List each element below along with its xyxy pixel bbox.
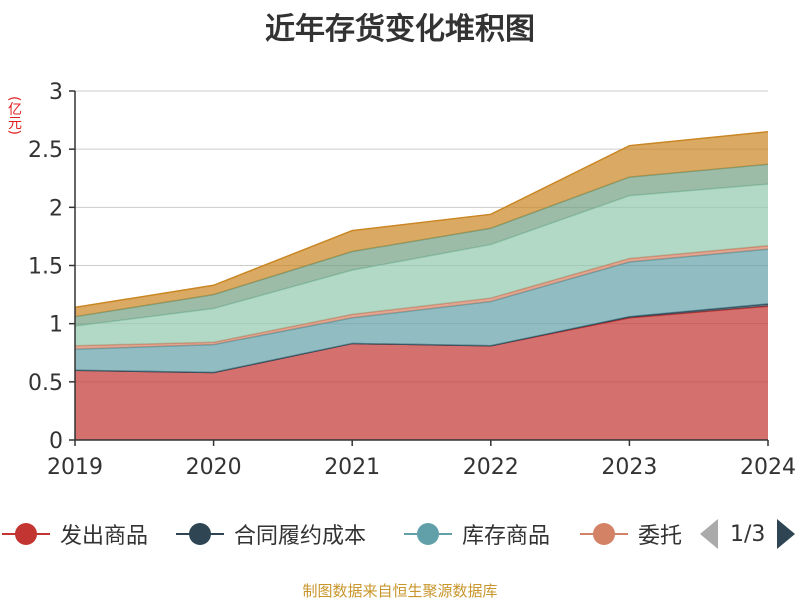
area-line-周转材料: [74, 130, 769, 309]
x-tick-label: 2023: [601, 455, 657, 480]
legend-item-委托[interactable]: 委托: [580, 516, 682, 552]
legend-item-库存商品[interactable]: 库存商品: [404, 516, 550, 552]
y-tick-label: 2: [49, 196, 63, 221]
y-axis-unit-label: (亿元): [6, 96, 22, 135]
legend-swatch-icon: [176, 516, 224, 552]
legend-pager: 1/3: [700, 516, 796, 552]
legend-swatch-icon: [404, 516, 452, 552]
y-tick-label: 0.5: [28, 371, 63, 396]
legend-label: 库存商品: [462, 524, 551, 549]
area-series-委托加工物资[interactable]: [75, 245, 768, 350]
y-tick-label: 3: [49, 80, 63, 105]
data-source-note: 制图数据来自恒生聚源数据库: [302, 582, 498, 600]
legend-label: 发出商品: [60, 524, 149, 549]
legend-label: 委托: [638, 524, 683, 549]
legend-swatch-icon: [580, 516, 628, 552]
legend: 发出商品 合同履约成本 库存商品 委托: [0, 516, 800, 552]
y-tick-label: 1: [49, 313, 63, 338]
area-series-在产品[interactable]: [75, 164, 768, 326]
legend-prev-page-icon[interactable]: [700, 519, 718, 549]
y-tick-label: 1.5: [28, 255, 63, 280]
x-tick-label: 2024: [740, 455, 796, 480]
x-tick-label: 2021: [324, 455, 380, 480]
chart-title: 近年存货变化堆积图: [265, 12, 535, 47]
legend-next-page-icon[interactable]: [777, 519, 796, 549]
area-series-发出商品[interactable]: [75, 306, 768, 440]
area-series-库存商品[interactable]: [75, 249, 768, 373]
area-series-周转材料[interactable]: [75, 131, 768, 317]
x-tick-label: 2019: [47, 455, 103, 480]
legend-label: 合同履约成本: [234, 524, 367, 549]
y-tick-label: 2.5: [28, 138, 63, 163]
x-tick-label: 2022: [463, 455, 519, 480]
y-tick-label: 0: [49, 429, 63, 454]
legend-item-合同履约成本[interactable]: 合同履约成本: [176, 516, 366, 552]
x-tick-label: 2020: [186, 455, 242, 480]
legend-page-indicator: 1/3: [730, 521, 766, 547]
legend-item-发出商品[interactable]: 发出商品: [2, 516, 148, 552]
legend-swatch-icon: [2, 516, 50, 552]
area-series-原材料[interactable]: [75, 184, 768, 346]
